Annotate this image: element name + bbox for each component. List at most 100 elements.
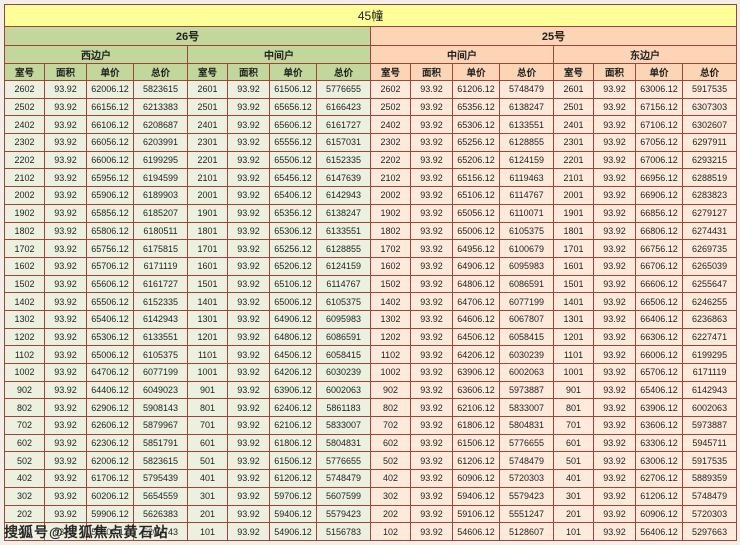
total-price-cell: 5861183 xyxy=(316,398,371,418)
table-row: 602 93.92 62306.12 5851791 601 93.92 61806.12 5… xyxy=(4,433,738,453)
table-row: 1602 93.92 65706.12 6171119 1601 93.92 65206.1… xyxy=(4,256,738,276)
table-row: 2002 93.92 65906.12 6189903 2001 93.92 65406.1… xyxy=(4,186,738,205)
total-price-cell: 5917535 xyxy=(681,80,738,99)
table-body: 2602 93.92 62006.12 5823615 2601 93.92 61506.1… xyxy=(4,80,738,541)
room-cell: 402 xyxy=(370,469,411,488)
unit-price-cell: 59406.12 xyxy=(452,486,500,506)
area-cell: 93.92 xyxy=(44,451,87,471)
area-cell: 93.92 xyxy=(227,186,270,205)
room-cell: 1501 xyxy=(553,274,594,294)
room-cell: 1202 xyxy=(4,327,45,347)
room-cell: 102 xyxy=(4,522,45,541)
total-price-cell: 5776655 xyxy=(316,80,371,99)
total-price-cell: 6058415 xyxy=(499,327,554,347)
room-cell: 1001 xyxy=(187,363,228,382)
title-row: 45幢 xyxy=(3,4,738,27)
area-cell: 93.92 xyxy=(44,504,87,524)
total-price-cell: 6058415 xyxy=(316,345,371,364)
room-cell: 1701 xyxy=(553,239,594,258)
room-cell: 1402 xyxy=(370,292,411,311)
room-cell: 1902 xyxy=(370,203,411,223)
column-header: 室号 xyxy=(187,63,228,81)
room-cell: 902 xyxy=(370,380,411,400)
total-price-cell: 6199295 xyxy=(133,150,188,170)
table-row: 302 93.92 60206.12 5654559 301 93.92 59706.12 5… xyxy=(4,486,738,506)
total-price-cell: 6119463 xyxy=(499,168,554,188)
total-price-cell: 6161727 xyxy=(316,115,371,135)
total-price-cell: 6128855 xyxy=(316,239,371,258)
table-row: 1102 93.92 65006.12 6105375 1101 93.92 64506.1… xyxy=(4,345,738,364)
room-cell: 201 xyxy=(553,504,594,524)
total-price-cell: 5833007 xyxy=(499,398,554,418)
area-cell: 93.92 xyxy=(227,363,270,382)
area-cell: 93.92 xyxy=(227,80,270,99)
total-price-cell: 6114767 xyxy=(316,274,371,294)
unit-price-cell: 66156.12 xyxy=(86,97,134,117)
room-cell: 701 xyxy=(553,416,594,435)
table-row: 502 93.92 62006.12 5823615 501 93.92 61506.12 5… xyxy=(4,451,738,471)
room-cell: 1802 xyxy=(370,221,411,241)
unit-price-cell: 66906.12 xyxy=(635,186,683,205)
area-cell: 93.92 xyxy=(410,363,453,382)
area-cell: 93.92 xyxy=(593,380,636,400)
unit-price-cell: 65306.12 xyxy=(452,115,500,135)
total-price-cell: 6255647 xyxy=(681,274,738,294)
room-cell: 1602 xyxy=(370,256,411,276)
room-cell: 1502 xyxy=(4,274,45,294)
room-cell: 401 xyxy=(187,469,228,488)
unit-price-cell: 64406.12 xyxy=(86,380,134,400)
total-price-cell: 6227471 xyxy=(681,327,738,347)
room-cell: 102 xyxy=(370,522,411,541)
unit-price-cell: 59706.12 xyxy=(269,486,317,506)
total-price-cell: 6171119 xyxy=(133,256,188,276)
area-cell: 93.92 xyxy=(410,504,453,524)
unit-price-cell: 66606.12 xyxy=(635,274,683,294)
area-cell: 93.92 xyxy=(44,256,87,276)
area-cell: 93.92 xyxy=(593,150,636,170)
area-cell: 93.92 xyxy=(410,345,453,364)
area-cell: 93.92 xyxy=(227,309,270,329)
room-cell: 801 xyxy=(553,398,594,418)
area-cell: 93.92 xyxy=(44,150,87,170)
area-cell: 93.92 xyxy=(410,380,453,400)
unit-price-cell: 65706.12 xyxy=(635,363,683,382)
total-price-cell: 6166423 xyxy=(316,97,371,117)
area-cell: 93.92 xyxy=(44,168,87,188)
area-cell: 93.92 xyxy=(593,433,636,453)
unit-price-cell: 66006.12 xyxy=(86,150,134,170)
area-cell: 93.92 xyxy=(44,486,87,506)
unit-price-cell: 61206.12 xyxy=(452,80,500,99)
column-header: 总价 xyxy=(681,63,738,81)
area-cell: 93.92 xyxy=(44,433,87,453)
unit-price-cell: 65856.12 xyxy=(86,203,134,223)
area-cell: 93.92 xyxy=(227,433,270,453)
total-price-cell: 5748479 xyxy=(499,80,554,99)
unit-price-cell: 66406.12 xyxy=(635,309,683,329)
area-cell: 93.92 xyxy=(593,416,636,435)
unit-price-cell: 64706.12 xyxy=(452,292,500,311)
area-cell: 93.92 xyxy=(227,239,270,258)
total-price-cell: 5795439 xyxy=(133,469,188,488)
unit-price-cell: 65606.12 xyxy=(269,115,317,135)
unit-price-cell: 63906.12 xyxy=(635,398,683,418)
building-header-row: 26号 25号 xyxy=(4,26,738,46)
area-cell: 93.92 xyxy=(227,416,270,435)
unit-price-cell: 66956.12 xyxy=(635,168,683,188)
area-cell: 93.92 xyxy=(410,398,453,418)
room-cell: 702 xyxy=(370,416,411,435)
total-price-cell: 6194599 xyxy=(133,168,188,188)
room-cell: 2602 xyxy=(4,80,45,99)
area-cell: 93.92 xyxy=(227,97,270,117)
area-cell: 93.92 xyxy=(593,469,636,488)
area-cell: 93.92 xyxy=(593,274,636,294)
unit-price-cell: 65256.12 xyxy=(269,239,317,258)
room-cell: 1402 xyxy=(4,292,45,311)
room-cell: 1702 xyxy=(4,239,45,258)
unit-type-header: 中间户 xyxy=(370,45,554,64)
total-price-cell: 6203991 xyxy=(133,133,188,152)
unit-price-cell: 64506.12 xyxy=(452,327,500,347)
area-cell: 93.92 xyxy=(410,469,453,488)
total-price-cell: 6283823 xyxy=(681,186,738,205)
area-cell: 93.92 xyxy=(44,274,87,294)
unit-price-cell: 54606.12 xyxy=(452,522,500,541)
